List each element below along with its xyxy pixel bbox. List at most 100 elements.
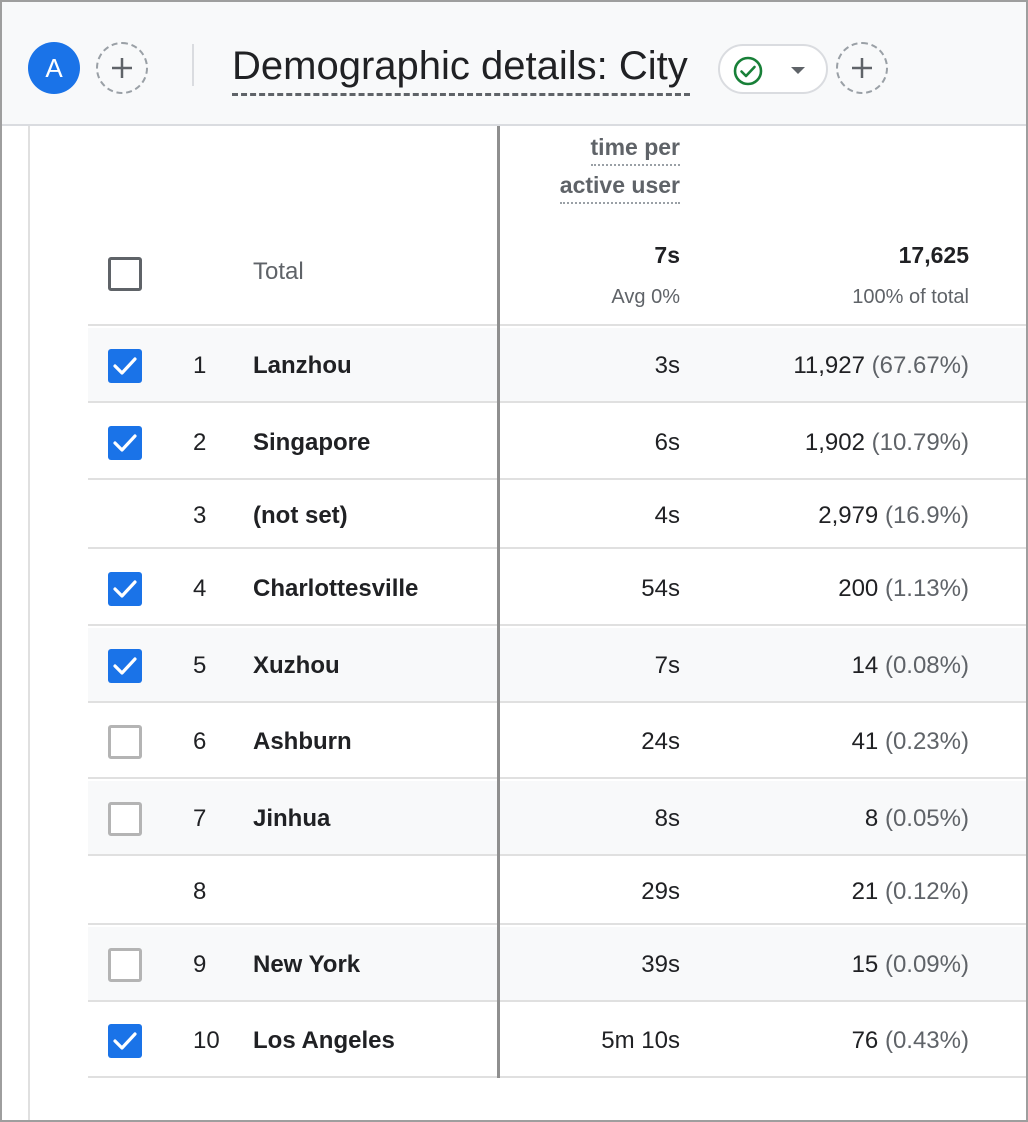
row-users-value: 15 (851, 951, 879, 978)
panel-left-border (28, 126, 30, 1120)
row-city[interactable]: (not set) (253, 502, 348, 529)
table-row[interactable] (88, 705, 1026, 779)
row-users-percent: (10.79%) (871, 429, 969, 456)
row-rank: 5 (193, 652, 207, 679)
row-users-percent: (0.12%) (884, 878, 969, 905)
checkmark-icon (113, 1032, 137, 1050)
row-users-percent: (16.9%) (884, 502, 969, 529)
table-row[interactable] (88, 858, 1026, 925)
row-checkbox[interactable] (108, 725, 142, 759)
table-row[interactable] (88, 328, 1026, 403)
row-city[interactable]: Xuzhou (253, 652, 340, 679)
total-time-value: 7s (654, 242, 680, 268)
page-title[interactable]: Demographic details: City (232, 40, 690, 96)
row-users-value: 8 (864, 805, 879, 832)
row-rank: 7 (193, 805, 207, 832)
table-row[interactable] (88, 781, 1026, 856)
select-all-checkbox[interactable] (108, 257, 142, 291)
row-users-percent: (0.43%) (884, 1027, 969, 1054)
row-users-percent: (1.13%) (884, 575, 969, 602)
row-city[interactable]: Jinhua (253, 805, 331, 832)
row-active-users: 76 (0.43%) (852, 1027, 969, 1055)
comparison-avatar[interactable]: A (28, 42, 80, 94)
row-checkbox[interactable] (108, 426, 142, 460)
row-city[interactable]: New York (253, 951, 361, 978)
row-time-per-active-user: 4s (654, 502, 680, 529)
column-header-line-1: time per (590, 130, 680, 166)
filter-status-dropdown[interactable] (718, 44, 828, 94)
row-checkbox[interactable] (108, 1024, 142, 1058)
row-users-percent: (0.08%) (884, 652, 969, 679)
row-users-value: 14 (851, 652, 879, 679)
column-header-time-per-active-user[interactable]: time per active user (559, 128, 680, 204)
row-checkbox[interactable] (108, 349, 142, 383)
row-time-per-active-user: 6s (654, 429, 680, 456)
row-users-value: 76 (851, 1027, 879, 1054)
row-users-percent: (0.23%) (884, 728, 969, 755)
table-row[interactable] (88, 1004, 1026, 1078)
checkmark-icon (113, 357, 137, 375)
row-users-value: 2,979 (818, 502, 879, 529)
row-users-percent: (0.09%) (884, 951, 969, 978)
row-users-value: 11,927 (793, 352, 865, 379)
checkmark-icon (113, 434, 137, 452)
row-users-value: 21 (851, 878, 879, 905)
row-checkbox[interactable] (108, 649, 142, 683)
header-divider (192, 44, 194, 86)
table-row[interactable] (88, 405, 1026, 480)
row-time-per-active-user: 54s (641, 575, 680, 602)
total-users-subtext: 100% of total (852, 286, 969, 308)
plus-icon (852, 58, 872, 78)
row-users-value: 41 (851, 728, 879, 755)
row-active-users: 21 (0.12%) (852, 878, 969, 906)
row-active-users: 200 (1.13%) (838, 575, 969, 603)
row-city[interactable]: Los Angeles (253, 1027, 395, 1054)
chevron-down-icon (791, 67, 805, 74)
add-comparison-button[interactable] (96, 42, 148, 94)
table-row[interactable] (88, 927, 1026, 1002)
row-checkbox[interactable] (108, 572, 142, 606)
row-city[interactable]: Ashburn (253, 728, 352, 755)
row-active-users: 41 (0.23%) (852, 728, 969, 756)
total-row (88, 228, 1026, 326)
row-time-per-active-user: 3s (654, 352, 680, 379)
row-active-users: 2,979 (16.9%) (818, 502, 969, 530)
row-city[interactable]: Lanzhou (253, 352, 352, 379)
row-active-users: 14 (0.08%) (852, 652, 969, 680)
check-circle-icon (733, 56, 763, 86)
plus-icon (112, 58, 132, 78)
checkmark-icon (113, 580, 137, 598)
row-checkbox[interactable] (108, 948, 142, 982)
row-rank: 9 (193, 951, 207, 978)
row-time-per-active-user: 8s (654, 805, 680, 832)
row-rank: 1 (193, 352, 207, 379)
total-time-subtext: Avg 0% (611, 286, 680, 308)
row-time-per-active-user: 5m 10s (601, 1027, 680, 1054)
row-active-users: 11,927 (67.67%) (793, 352, 969, 380)
row-users-value: 200 (838, 575, 879, 602)
row-city[interactable]: Charlottesville (253, 575, 419, 602)
add-filter-button[interactable] (836, 42, 888, 94)
row-rank: 3 (193, 502, 207, 529)
row-active-users: 1,902 (10.79%) (805, 429, 969, 457)
column-header-line-2: active user (559, 168, 680, 204)
row-time-per-active-user: 39s (641, 951, 680, 978)
row-rank: 8 (193, 878, 207, 905)
total-label: Total (253, 258, 304, 285)
total-users-value: 17,625 (898, 242, 969, 268)
row-time-per-active-user: 24s (641, 728, 680, 755)
table-row[interactable] (88, 628, 1026, 703)
row-city[interactable]: Singapore (253, 429, 371, 456)
row-time-per-active-user: 7s (654, 652, 680, 679)
table-row[interactable] (88, 482, 1026, 549)
row-active-users: 15 (0.09%) (852, 951, 969, 979)
row-rank: 10 (193, 1027, 220, 1054)
row-checkbox[interactable] (108, 802, 142, 836)
column-divider (497, 126, 500, 1078)
row-rank: 4 (193, 575, 207, 602)
row-users-percent: (67.67%) (871, 352, 969, 379)
table-row[interactable] (88, 551, 1026, 626)
checkmark-icon (113, 657, 137, 675)
row-users-value: 1,902 (804, 429, 865, 456)
row-time-per-active-user: 29s (641, 878, 680, 905)
